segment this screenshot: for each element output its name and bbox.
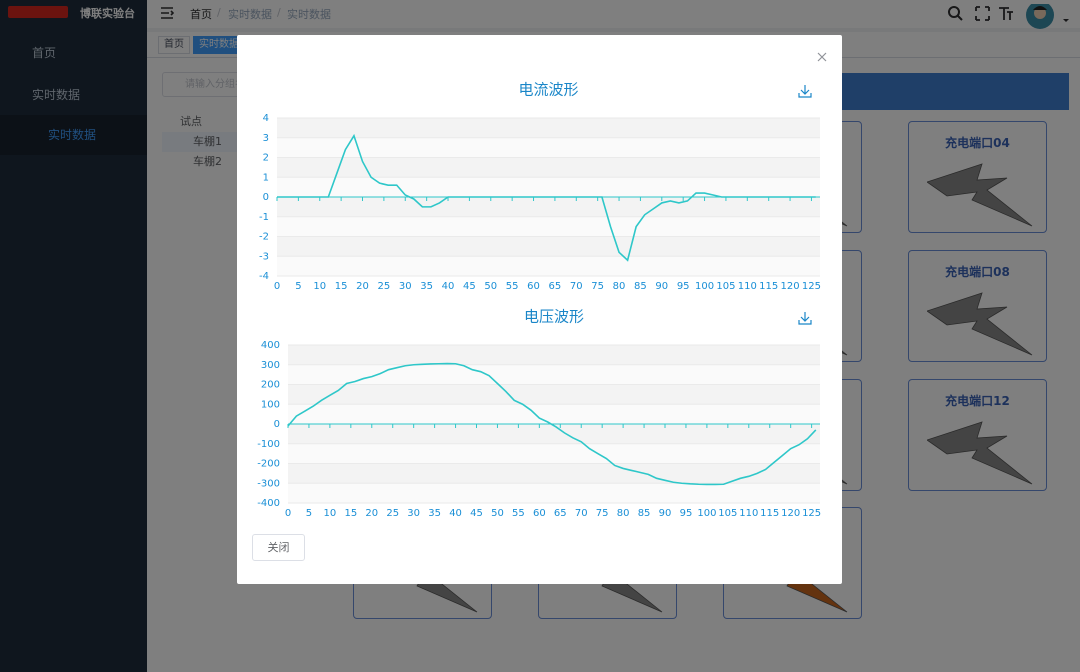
x-tick-label: 55 <box>512 508 525 519</box>
grid-band <box>277 236 820 257</box>
x-tick-label: 20 <box>365 508 378 519</box>
x-tick-label: 0 <box>285 508 291 519</box>
grid-band <box>288 463 820 484</box>
x-tick-label: 40 <box>449 508 462 519</box>
x-tick-label: 85 <box>638 508 651 519</box>
x-tick-label: 45 <box>470 508 483 519</box>
grid-band <box>288 345 820 365</box>
x-tick-label: 90 <box>659 508 672 519</box>
x-tick-label: 125 <box>802 281 821 292</box>
x-tick-label: 100 <box>697 508 716 519</box>
x-tick-label: 75 <box>596 508 609 519</box>
x-tick-label: 70 <box>570 281 583 292</box>
download-icon[interactable] <box>798 85 812 98</box>
y-tick-label: 100 <box>261 399 280 410</box>
x-tick-label: 105 <box>718 508 737 519</box>
x-tick-label: 95 <box>677 281 690 292</box>
x-tick-label: 20 <box>356 281 369 292</box>
grid-band <box>288 384 820 405</box>
x-tick-label: 30 <box>399 281 412 292</box>
x-tick-label: 105 <box>716 281 735 292</box>
x-tick-label: 25 <box>378 281 391 292</box>
x-tick-label: 15 <box>344 508 357 519</box>
grid-band <box>288 364 820 385</box>
modal: 电流波形 -4 -3 -2 -1 0 1 2 3 4 0 5 10 15 20 25 30 35 40 45 50 55 6… <box>237 35 842 584</box>
x-tick-label: 5 <box>295 281 301 292</box>
y-tick-label: -200 <box>257 459 280 470</box>
x-tick-label: 10 <box>324 508 337 519</box>
grid-band <box>288 424 820 444</box>
x-tick-label: 65 <box>549 281 562 292</box>
x-tick-label: 35 <box>428 508 441 519</box>
grid-band <box>277 216 820 237</box>
x-tick-label: 0 <box>274 281 280 292</box>
x-tick-label: 100 <box>695 281 714 292</box>
x-tick-label: 75 <box>591 281 604 292</box>
x-tick-label: 60 <box>533 508 546 519</box>
close-button[interactable]: 关闭 <box>252 534 305 561</box>
x-tick-label: 80 <box>617 508 630 519</box>
y-tick-label: -300 <box>257 478 280 489</box>
x-tick-label: 110 <box>739 508 758 519</box>
download-icon[interactable] <box>798 312 812 325</box>
y-tick-label: -3 <box>259 251 269 262</box>
grid-band <box>277 177 820 197</box>
x-tick-label: 30 <box>407 508 420 519</box>
y-tick-label: 2 <box>263 153 269 164</box>
x-tick-label: 90 <box>655 281 668 292</box>
grid-band <box>277 197 820 217</box>
y-tick-label: 400 <box>261 340 280 351</box>
x-tick-label: 35 <box>420 281 433 292</box>
grid-band <box>277 118 820 138</box>
y-tick-label: 1 <box>263 172 269 183</box>
x-tick-label: 50 <box>491 508 504 519</box>
x-tick-label: 65 <box>554 508 567 519</box>
grid-band <box>288 483 820 503</box>
x-tick-label: 95 <box>680 508 693 519</box>
x-tick-label: 5 <box>306 508 312 519</box>
y-tick-label: 3 <box>263 133 269 144</box>
grid-band <box>277 157 820 178</box>
x-tick-label: 115 <box>759 281 778 292</box>
chart-title: 电流波形 <box>518 81 578 99</box>
grid-band <box>288 404 820 424</box>
x-tick-label: 110 <box>738 281 757 292</box>
x-tick-label: 25 <box>386 508 399 519</box>
line <box>287 362 817 486</box>
x-tick-label: 10 <box>313 281 326 292</box>
x-tick-label: 55 <box>506 281 519 292</box>
y-tick-label: 0 <box>263 192 269 203</box>
y-tick-label: -400 <box>257 498 280 509</box>
y-tick-label: 200 <box>261 380 280 391</box>
grid-band <box>277 256 820 276</box>
x-tick-label: 120 <box>781 508 800 519</box>
x-tick-label: 115 <box>760 508 779 519</box>
x-tick-label: 125 <box>802 508 821 519</box>
y-tick-label: -100 <box>257 439 280 450</box>
y-tick-label: -2 <box>259 232 269 243</box>
y-tick-label: -1 <box>259 212 269 223</box>
x-tick-label: 15 <box>335 281 348 292</box>
y-tick-label: 4 <box>263 113 269 124</box>
x-tick-label: 85 <box>634 281 647 292</box>
y-tick-label: 0 <box>274 419 280 430</box>
close-icon[interactable] <box>817 52 827 62</box>
line <box>277 133 816 262</box>
chart-title: 电压波形 <box>524 308 584 326</box>
x-tick-label: 40 <box>442 281 455 292</box>
x-tick-label: 70 <box>575 508 588 519</box>
x-tick-label: 120 <box>781 281 800 292</box>
x-tick-label: 80 <box>613 281 626 292</box>
x-tick-label: 60 <box>527 281 540 292</box>
y-tick-label: 300 <box>261 360 280 371</box>
y-tick-label: -4 <box>259 271 269 282</box>
grid-band <box>288 443 820 464</box>
x-tick-label: 45 <box>463 281 476 292</box>
x-tick-label: 50 <box>484 281 497 292</box>
grid-band <box>277 137 820 158</box>
